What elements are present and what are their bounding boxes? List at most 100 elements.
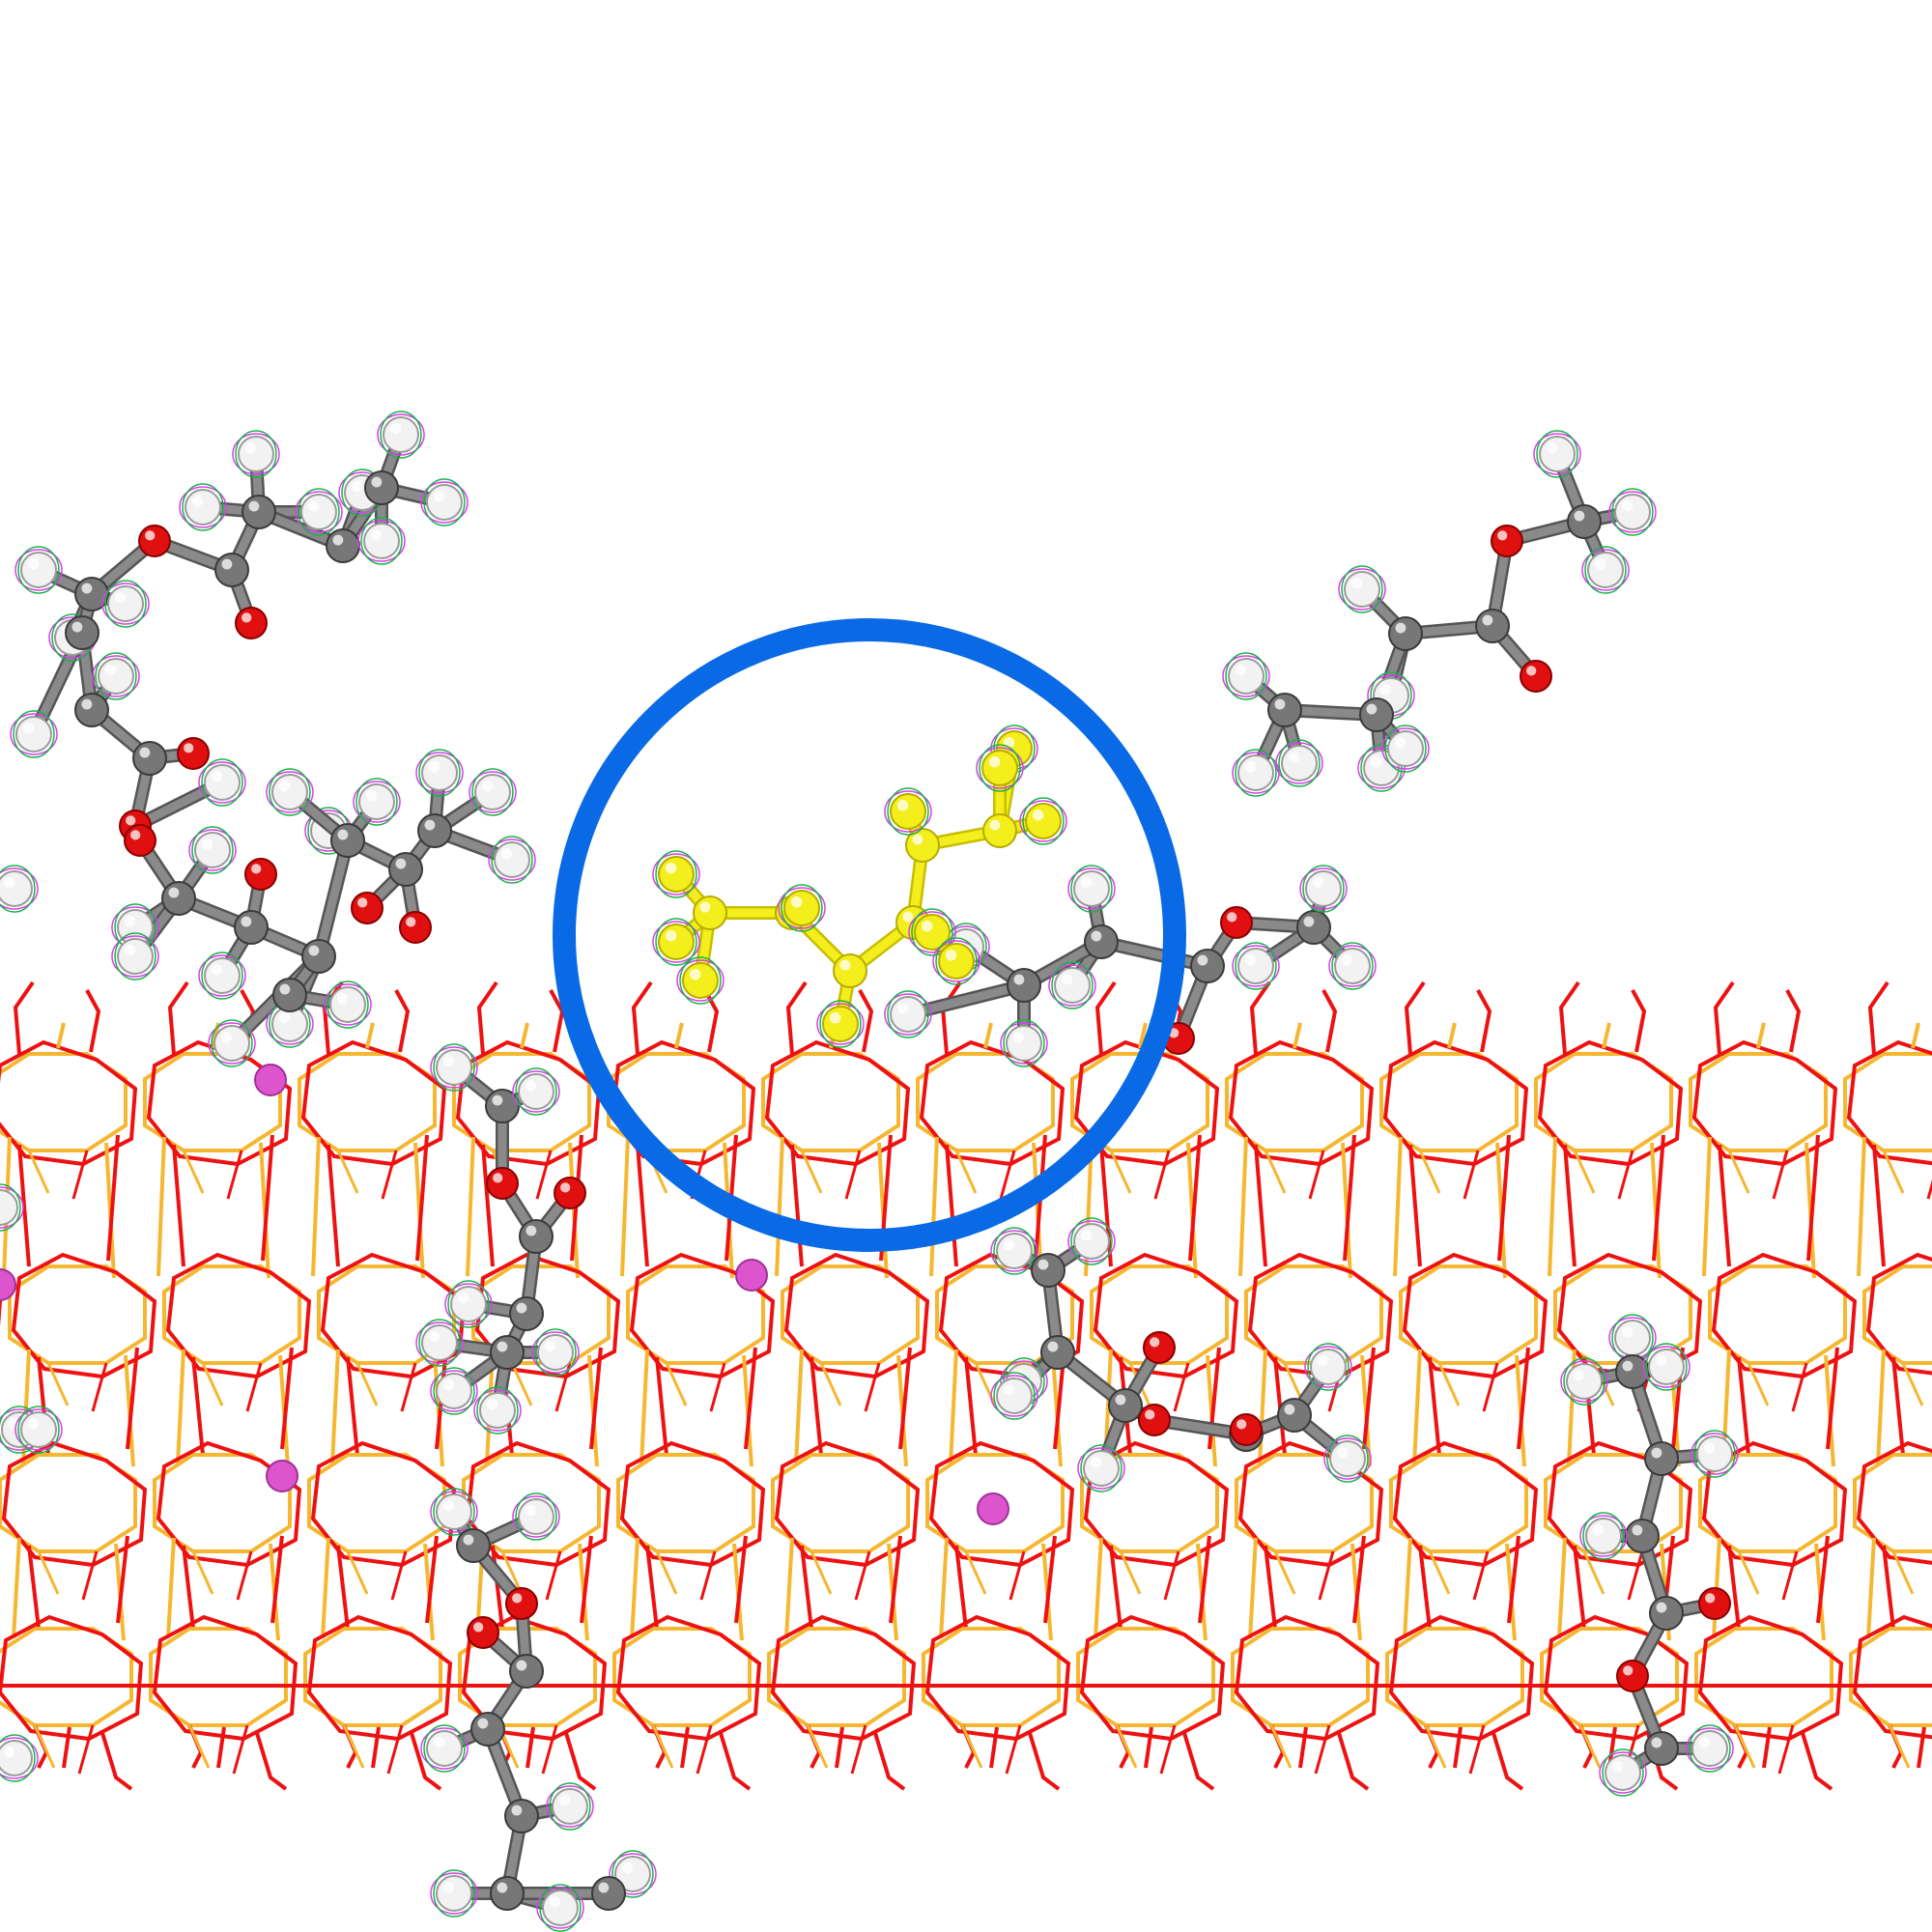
carbon-atom bbox=[456, 1528, 491, 1563]
carbon-atom bbox=[693, 895, 727, 930]
framework-ring-row bbox=[0, 1440, 1932, 1641]
oxygen-atom bbox=[177, 737, 210, 770]
framework-ring bbox=[1689, 980, 1838, 1279]
hydrogen-atom bbox=[1608, 488, 1657, 536]
carbon-atom bbox=[905, 828, 940, 863]
hydrogen-fragment bbox=[14, 1406, 63, 1454]
carbon-atom bbox=[1644, 1731, 1679, 1766]
oxygen-atom bbox=[1138, 1404, 1171, 1436]
carbon-atom bbox=[301, 939, 336, 974]
hydrogen-atom bbox=[430, 1488, 478, 1536]
carbon-atom bbox=[1567, 504, 1602, 539]
ester-molecule bbox=[10, 411, 469, 855]
framework-ring bbox=[1534, 980, 1684, 1279]
oxygen-atom bbox=[486, 1167, 519, 1200]
framework-ring bbox=[1389, 1440, 1539, 1641]
hydrogen-atom bbox=[198, 952, 246, 1000]
carbon-atom bbox=[388, 852, 423, 887]
hydrogen-atom bbox=[1304, 1343, 1352, 1391]
hydrogen-atom bbox=[232, 430, 280, 478]
aluminum-atom bbox=[977, 1492, 1009, 1525]
carbon-atom bbox=[364, 470, 399, 505]
framework-ring bbox=[925, 1440, 1075, 1641]
oxygen-atom bbox=[351, 892, 384, 924]
hydrogen-atom bbox=[1077, 1444, 1125, 1492]
hydrogen-atom bbox=[357, 517, 406, 565]
hydrogen-atom bbox=[1232, 942, 1280, 990]
framework-ring bbox=[1399, 1252, 1548, 1467]
hydrogen-atom bbox=[0, 1183, 24, 1232]
carbon-atom bbox=[1031, 1253, 1065, 1288]
selection-circle[interactable] bbox=[553, 618, 1186, 1252]
carbon-atom bbox=[509, 1296, 544, 1331]
hydrogen-atom bbox=[353, 778, 401, 826]
hydrogen-atom bbox=[1338, 565, 1386, 613]
oxygen-atom bbox=[138, 525, 171, 557]
hydrogen-atom bbox=[546, 1782, 594, 1831]
framework-ring bbox=[307, 1440, 457, 1641]
carbon-atom bbox=[1267, 693, 1302, 727]
hydrogen-atom bbox=[676, 956, 724, 1005]
carbon-atom bbox=[504, 1799, 539, 1833]
framework-ring bbox=[0, 980, 138, 1279]
carbon-atom bbox=[1625, 1519, 1660, 1553]
aluminum-atom bbox=[0, 1268, 16, 1301]
hydrogen-atom bbox=[1599, 1748, 1647, 1797]
framework-ring-row bbox=[0, 980, 1932, 1279]
hydrogen-atom bbox=[884, 990, 932, 1038]
framework-ring bbox=[1694, 1614, 1844, 1791]
ester-molecule bbox=[1560, 1314, 1739, 1797]
hydrogen-atom bbox=[778, 884, 826, 932]
aluminum-atom bbox=[735, 1259, 768, 1292]
hydrogen-atom bbox=[652, 918, 700, 966]
hydrogen-atom bbox=[512, 1067, 560, 1116]
framework-ring bbox=[767, 1614, 917, 1791]
framework-ring bbox=[1225, 980, 1375, 1279]
hydrogen-atom bbox=[512, 1492, 560, 1541]
hydrogen-atom bbox=[111, 932, 159, 980]
carbon-atom bbox=[272, 978, 307, 1012]
hydrogen-atom bbox=[295, 488, 343, 536]
framework-ring bbox=[303, 1614, 453, 1791]
framework-ring bbox=[922, 1614, 1071, 1791]
framework-ring bbox=[1235, 1440, 1384, 1641]
hydrogen-atom bbox=[609, 1850, 657, 1898]
hydrogen-atom bbox=[652, 850, 700, 898]
oxygen-atom bbox=[235, 607, 268, 639]
carbon-atom bbox=[1277, 1398, 1312, 1433]
framework-ring bbox=[1080, 1440, 1230, 1641]
framework-ring bbox=[1698, 1440, 1848, 1641]
carbon-atom bbox=[234, 910, 269, 945]
framework-ring bbox=[298, 980, 447, 1279]
hydrogen-atom bbox=[1579, 1512, 1628, 1560]
carbon-atom bbox=[330, 823, 365, 858]
hydrogen-atom bbox=[1533, 430, 1581, 478]
hydrogen-atom bbox=[1299, 865, 1348, 913]
hydrogen-fragment bbox=[0, 1183, 24, 1232]
hydrogen-atom bbox=[420, 1724, 469, 1773]
framework-ring bbox=[1853, 1440, 1932, 1639]
oxygen-atom bbox=[1143, 1331, 1176, 1364]
hydrogen-fragment bbox=[0, 865, 39, 913]
framework-ring bbox=[143, 980, 293, 1279]
carbon-atom bbox=[1649, 1596, 1684, 1631]
hydrogen-atom bbox=[1067, 865, 1116, 913]
carbon-atom bbox=[1040, 1335, 1075, 1370]
hydrogen-atom bbox=[430, 1367, 478, 1415]
framework-ring bbox=[162, 1252, 312, 1467]
hydrogen-atom bbox=[976, 744, 1024, 792]
ester-molecule bbox=[415, 1043, 586, 1435]
hydrogen-atom bbox=[415, 749, 464, 797]
hydrogen-atom bbox=[1275, 739, 1323, 787]
oxygen-atom bbox=[124, 824, 156, 857]
carbon-atom bbox=[74, 693, 109, 727]
hydrogen-atom bbox=[0, 865, 39, 913]
hydrogen-atom bbox=[932, 937, 980, 985]
carbon-atom bbox=[161, 881, 196, 916]
carbon-atom bbox=[1190, 949, 1225, 983]
adsorbed-molecules bbox=[0, 411, 1739, 1932]
hydrogen-atom bbox=[469, 768, 517, 816]
carbon-atom bbox=[1007, 968, 1041, 1003]
